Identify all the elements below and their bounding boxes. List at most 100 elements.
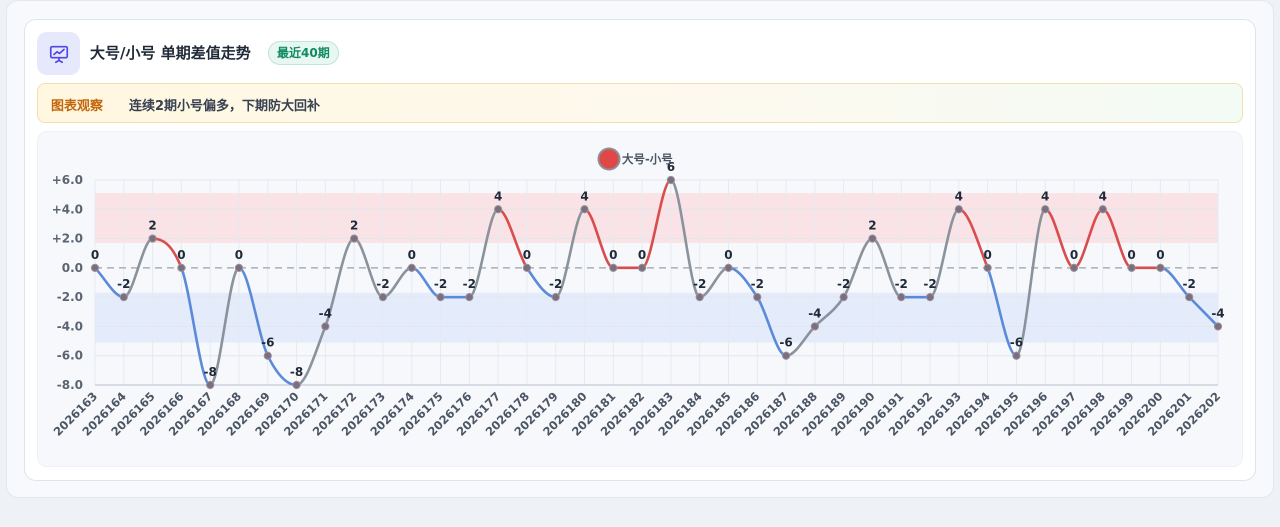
data-point (1185, 293, 1194, 302)
y-tick-label: +4.0 (52, 202, 83, 216)
data-point (954, 205, 963, 214)
data-point (781, 351, 791, 360)
data-point (436, 293, 445, 302)
data-point (465, 293, 474, 302)
series-line-segment (640, 178, 673, 270)
data-label: 6 (667, 160, 675, 174)
data-point (868, 234, 877, 243)
chart-area: +6.0 +4.0 +2.0 0.0 -2.0 -4.0 -6.0 -8.0 0 2026163-… (37, 131, 1243, 467)
data-point (1098, 205, 1107, 214)
data-point (321, 322, 330, 331)
data-label: -2 (463, 277, 476, 291)
y-tick-label: -2.0 (57, 290, 83, 304)
data-point (1127, 263, 1136, 272)
data-label: -2 (895, 277, 908, 291)
data-label: 0 (1127, 248, 1135, 262)
data-point (1156, 263, 1165, 272)
legend-label: 大号-小号 (622, 152, 673, 166)
data-point (839, 293, 848, 302)
data-label: -4 (808, 306, 821, 320)
data-point (1069, 263, 1079, 272)
data-point (638, 263, 647, 272)
data-point (897, 293, 906, 302)
data-label: -2 (549, 277, 562, 291)
data-point (234, 263, 244, 272)
data-label: -2 (117, 277, 130, 291)
data-label: 4 (1099, 189, 1107, 203)
data-point (925, 293, 935, 302)
data-point (407, 263, 416, 272)
y-tick-label: -6.0 (57, 349, 83, 363)
data-point (119, 293, 128, 302)
observation-text: 连续2期小号偏多，下期防大回补 (129, 99, 321, 114)
diff-line-chart: +6.0+4.0+2.00.0-2.0-4.0-6.0-8.002026163-… (51, 147, 1225, 439)
data-label: 0 (177, 248, 185, 262)
data-point (350, 234, 359, 243)
data-label: 0 (91, 248, 99, 262)
y-tick-label: +2.0 (52, 232, 83, 246)
data-label: -6 (779, 336, 792, 350)
data-label: 2 (350, 219, 358, 233)
series-line-segment (928, 207, 961, 299)
data-label: 0 (408, 248, 416, 262)
y-tick-label: +6.0 (52, 173, 83, 187)
data-label: -2 (751, 277, 764, 291)
data-label: -2 (693, 277, 706, 291)
data-label: -2 (434, 277, 447, 291)
data-label: 0 (724, 248, 732, 262)
data-point (292, 380, 301, 390)
data-point (522, 263, 532, 272)
data-point (494, 205, 503, 214)
data-label: -4 (319, 306, 332, 320)
series-line-segment (468, 207, 500, 299)
data-label: -8 (290, 365, 303, 379)
y-tick-label: -4.0 (57, 319, 83, 333)
data-point (551, 293, 560, 302)
period-badge: 最近40期 (268, 41, 339, 65)
data-label: 4 (1041, 189, 1049, 203)
data-label: -4 (1211, 306, 1224, 320)
data-point (580, 205, 589, 214)
data-label: 0 (1156, 248, 1164, 262)
legend-marker (597, 147, 621, 171)
series-line-segment (208, 266, 241, 387)
data-point (148, 234, 157, 243)
data-point (724, 263, 733, 272)
observation-banner: 图表观察 连续2期小号偏多，下期防大回补 (37, 83, 1243, 123)
series-line-segment (1015, 207, 1047, 358)
data-label: 0 (983, 248, 991, 262)
data-label: 0 (638, 248, 646, 262)
data-label: -2 (837, 277, 850, 291)
data-label: -2 (376, 277, 389, 291)
data-label: -6 (261, 336, 274, 350)
data-point (810, 322, 819, 331)
data-label: 2 (868, 219, 876, 233)
observation-tag: 图表观察 (51, 99, 104, 114)
data-point (1041, 205, 1050, 214)
series-line-segment (180, 266, 212, 387)
series-line-segment (554, 207, 586, 299)
data-label: 0 (523, 248, 531, 262)
data-point (206, 380, 215, 390)
card-title: 大号/小号 单期差值走势 (90, 44, 251, 62)
data-label: -2 (923, 277, 936, 291)
data-point (753, 293, 762, 302)
data-label: -8 (204, 365, 217, 379)
y-tick-label: 0.0 (62, 261, 83, 275)
data-label: 0 (235, 248, 243, 262)
data-point (695, 293, 704, 302)
data-label: 4 (580, 189, 588, 203)
data-point (177, 263, 186, 272)
chart-band-1 (95, 292, 1218, 343)
presentation-chart-icon (37, 32, 80, 75)
data-point (90, 263, 100, 272)
data-label: -6 (1010, 336, 1023, 350)
data-label: 2 (148, 219, 156, 233)
data-label: 4 (955, 189, 963, 203)
data-point (263, 351, 272, 360)
data-point (1213, 322, 1223, 331)
data-point (983, 263, 992, 272)
data-point (609, 263, 618, 272)
data-point (1012, 351, 1021, 360)
data-label: -2 (1183, 277, 1196, 291)
